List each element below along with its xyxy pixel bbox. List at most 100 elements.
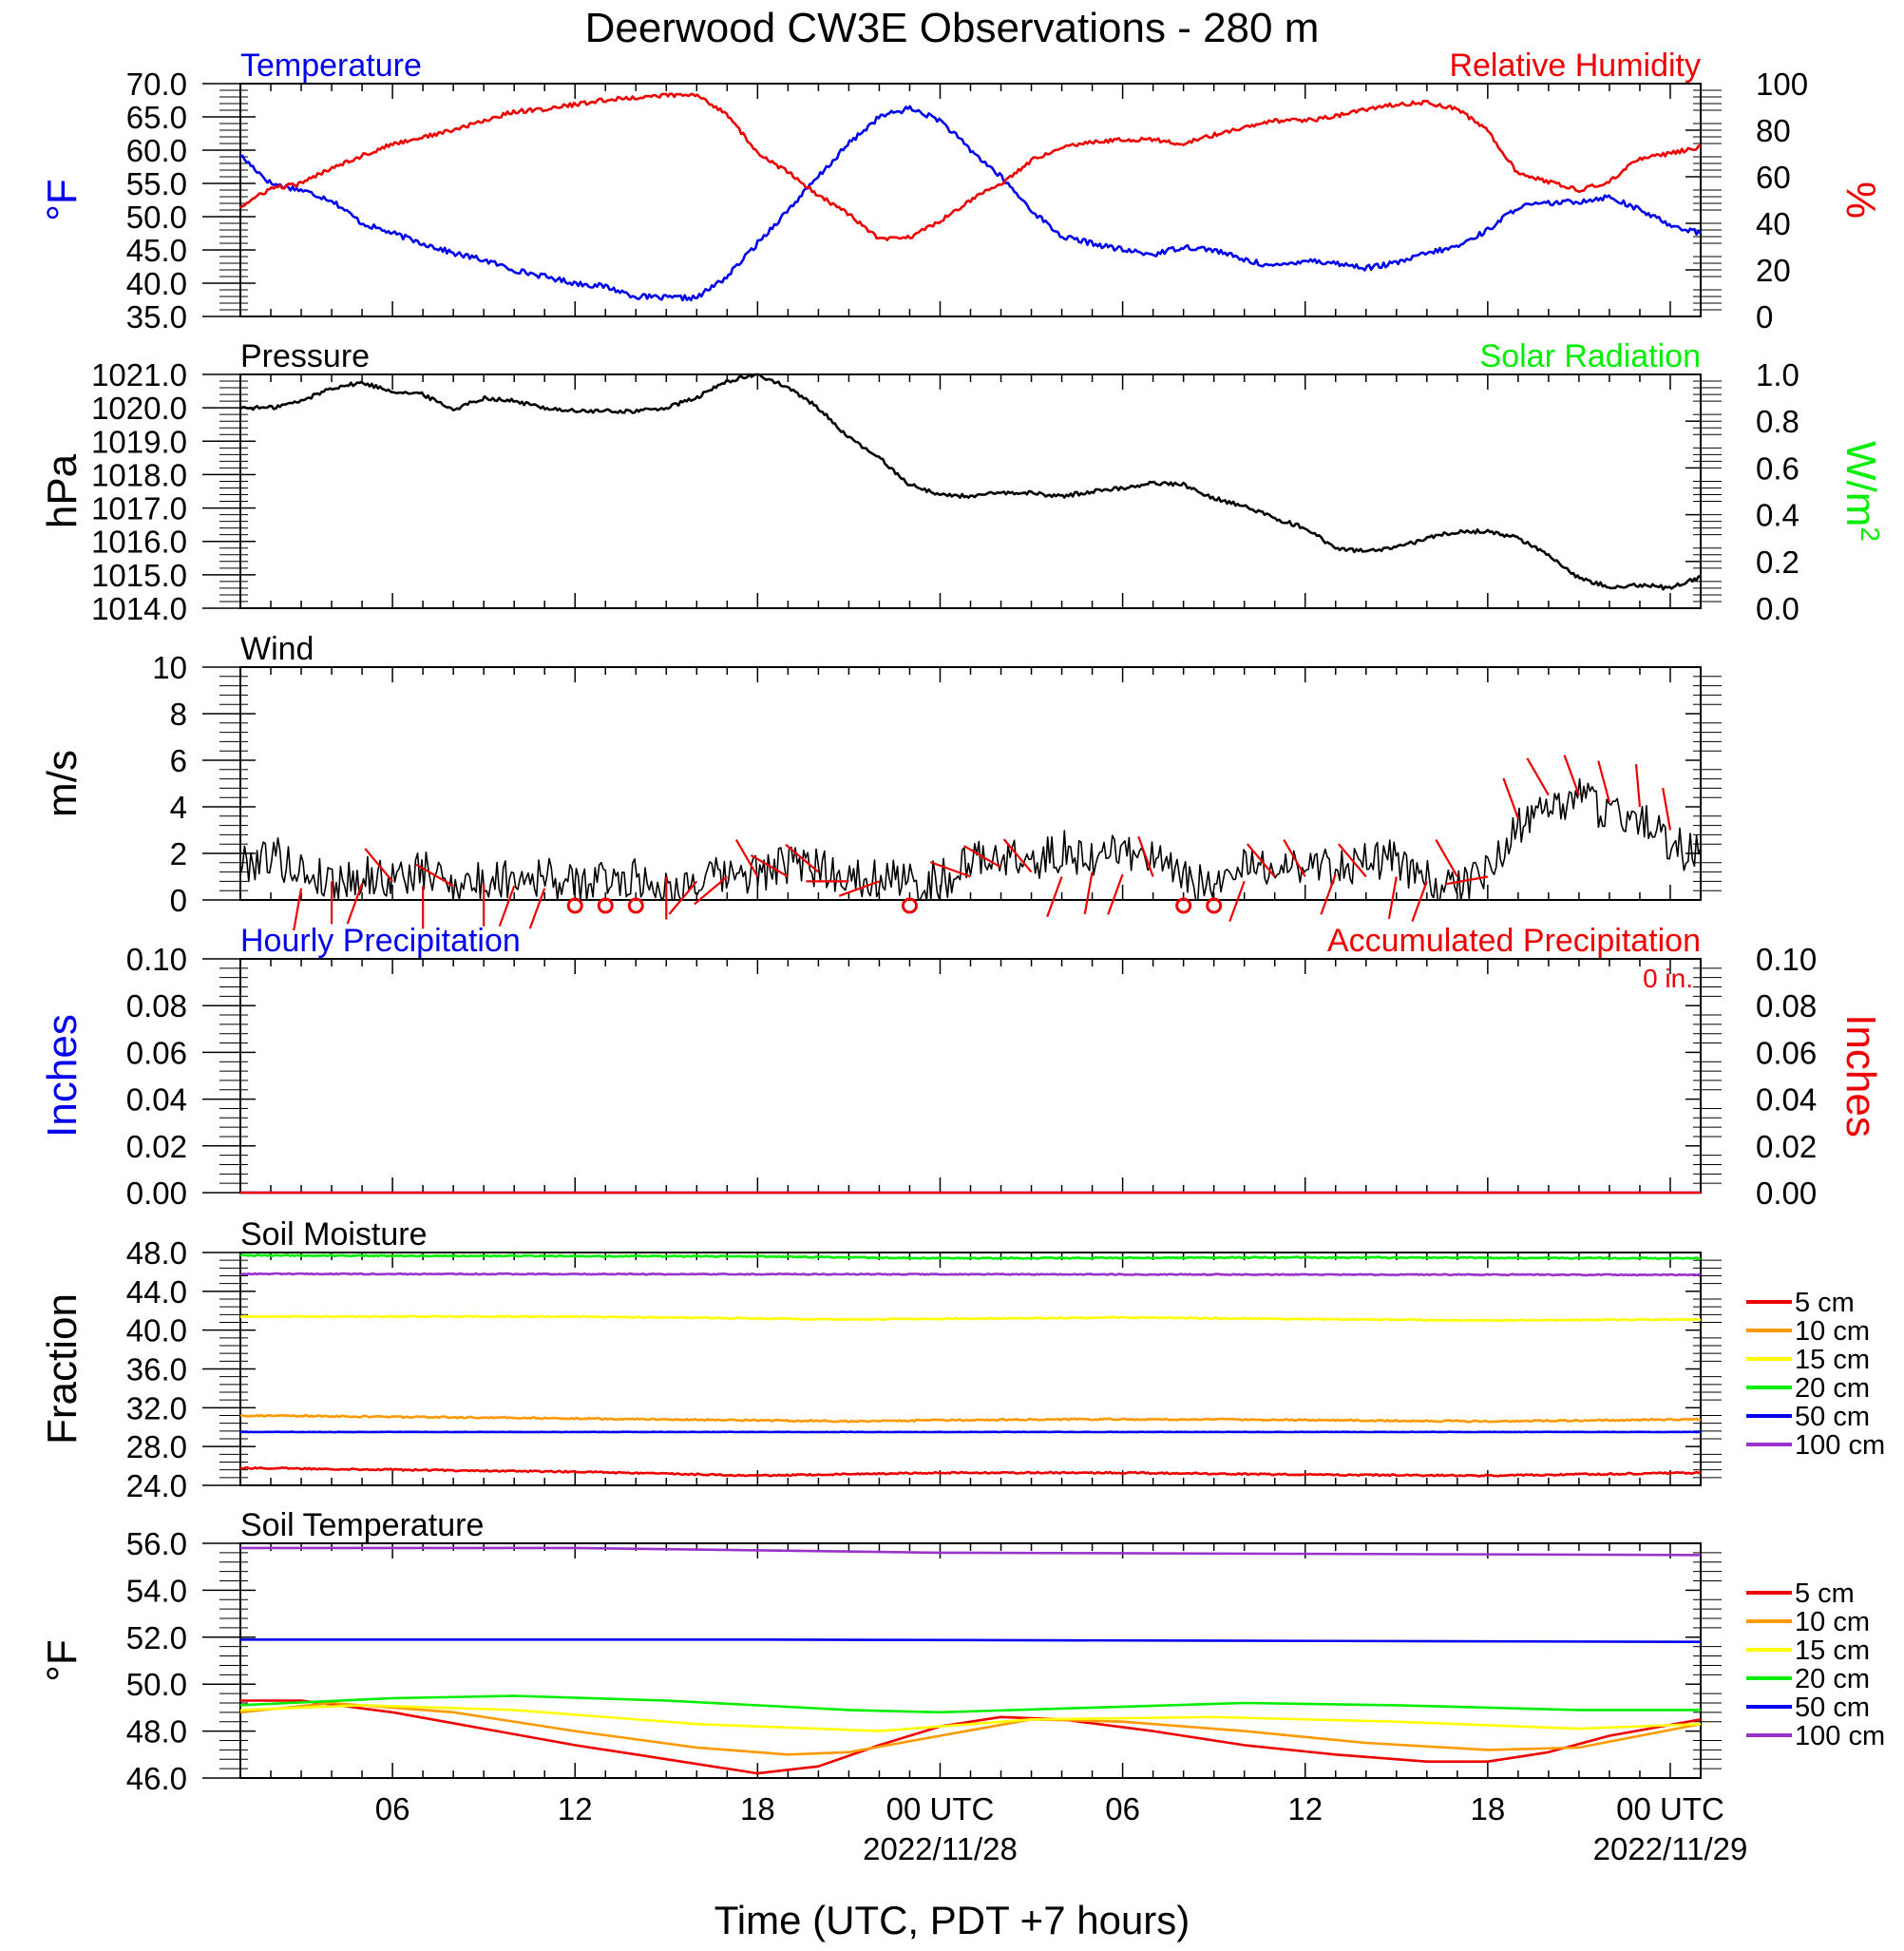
y-left-tick-label: 10 (152, 650, 187, 685)
y-left-tick-label: 0.06 (126, 1035, 187, 1070)
wind-barb (1228, 881, 1246, 923)
legend-label: 100 cm (1795, 1430, 1885, 1461)
legend-label: 5 cm (1795, 1578, 1855, 1609)
legend-label: 5 cm (1795, 1288, 1855, 1318)
y-left-tick-label: 40.0 (126, 266, 187, 301)
y-left-tick-label: 8 (170, 697, 187, 732)
panel-title-right: Relative Humidity (1449, 48, 1701, 84)
wind-barb (346, 883, 364, 925)
panel-wind: 0 2 4 6 8 10 Wind m/s (39, 631, 1722, 931)
y-left-tick-label: 1020.0 (91, 391, 187, 426)
wind-barb (1662, 787, 1672, 831)
wind-barb (1107, 873, 1124, 915)
y-right-tick-label: 80 (1756, 113, 1791, 148)
wind-barb (734, 838, 759, 878)
y-left-axis-title: hPa (39, 453, 86, 528)
y-left-axis-title: °F (39, 1639, 86, 1681)
panel-note-right: 0 in. (1643, 964, 1693, 993)
panel-title-right: Accumulated Precipitation (1327, 923, 1701, 959)
y-right-tick-label: 0.08 (1756, 988, 1817, 1023)
x-tick-label: 12 (1287, 1791, 1323, 1827)
wind-barb (1046, 876, 1063, 918)
wind-barb (694, 875, 729, 906)
wind-barb (1246, 843, 1276, 878)
y-left-tick-label: 48.0 (126, 1714, 187, 1750)
panel-title-left: Soil Temperature (240, 1507, 484, 1543)
series-line-100-cm (240, 1546, 1702, 1557)
panel-precip: 0.00 0.02 0.04 0.06 0.08 0.10 0.00 0.02 0.04 0.06… (39, 923, 1884, 1211)
y-right-tick-label: 0.4 (1756, 498, 1799, 533)
y-left-tick-label: 24.0 (126, 1468, 187, 1503)
wind-barb (1526, 757, 1550, 796)
wind-barb (1320, 873, 1337, 915)
y-left-axis-title: m/s (39, 750, 86, 817)
series-line-5-cm (239, 1465, 1702, 1478)
legend-label: 15 cm (1795, 1345, 1870, 1375)
wind-barb (1563, 755, 1580, 796)
y-left-tick-label: 2 (170, 836, 187, 871)
wind-calm-marker (1206, 897, 1223, 914)
y-right-tick-label: 0.0 (1756, 591, 1799, 626)
y-left-axis-title: °F (39, 179, 86, 220)
panel-title-right: Solar Radiation (1480, 338, 1701, 374)
legend-label: 50 cm (1795, 1693, 1870, 1723)
x-tick-label: 18 (1470, 1791, 1505, 1827)
legend-label: 15 cm (1795, 1635, 1870, 1666)
y-right-tick-label: 60 (1756, 160, 1791, 195)
wind-calm-marker (1175, 897, 1192, 914)
series-line-relative-humidity (239, 92, 1702, 241)
wind-barb (415, 863, 454, 888)
y-left-tick-label: 32.0 (126, 1390, 187, 1425)
y-right-tick-label: 40 (1756, 206, 1791, 241)
y-left-tick-label: 44.0 (126, 1274, 187, 1310)
y-left-tick-label: 1021.0 (91, 357, 187, 392)
series-line-15-cm (240, 1314, 1702, 1323)
y-left-tick-label: 1016.0 (91, 525, 187, 560)
y-left-tick-label: 0 (170, 883, 187, 918)
y-right-tick-label: 0.2 (1756, 545, 1799, 580)
y-left-tick-label: 1015.0 (91, 558, 187, 593)
y-right-tick-label: 0.10 (1756, 942, 1817, 977)
x-tick-label: 06 (375, 1791, 410, 1827)
wind-barb (498, 885, 516, 927)
wind-barb (293, 888, 303, 931)
y-right-tick-label: 0.02 (1756, 1129, 1817, 1164)
y-left-tick-label: 56.0 (126, 1526, 187, 1561)
panel-title-left: Pressure (240, 338, 370, 374)
y-right-tick-label: 0.6 (1756, 450, 1799, 486)
wind-barb (785, 843, 820, 873)
wind-barb (838, 880, 880, 897)
series-line-5-cm (240, 1699, 1702, 1775)
y-left-tick-label: 0.02 (126, 1129, 187, 1164)
y-right-axis-title-text: W/m (1837, 441, 1884, 526)
panels-group: 35.040.045.050.055.060.065.070.002040608… (39, 48, 1886, 1866)
panel-title-left: Soil Moisture (240, 1216, 428, 1253)
y-right-axis-title-text: % (1837, 182, 1884, 219)
y-right-axis-title-text: Inches (1837, 1014, 1884, 1138)
wind-calm-marker (627, 897, 644, 914)
legend-label: 20 cm (1795, 1664, 1870, 1694)
y-left-tick-label: 50.0 (126, 200, 187, 235)
y-left-tick-label: 1014.0 (91, 591, 187, 626)
y-right-tick-label: 0 (1756, 299, 1773, 335)
wind-barb (1597, 760, 1611, 803)
y-left-tick-label: 50.0 (126, 1667, 187, 1702)
wind-barb (1411, 881, 1428, 923)
wind-calm-marker (566, 897, 583, 914)
wind-barb (668, 880, 698, 915)
y-left-tick-label: 6 (170, 743, 187, 778)
wind-barb (1445, 875, 1489, 886)
wind-barb (528, 888, 546, 929)
panel-soil-temperature: 46.0 48.0 50.0 52.0 54.0 56.0 Soil Temperature… (39, 1507, 1885, 1796)
y-right-tick-label: 0.00 (1756, 1176, 1817, 1211)
y-left-axis-title: Fraction (39, 1293, 86, 1444)
x-tick-label: 06 (1105, 1791, 1140, 1827)
y-right-axis-title: W/m2 (1837, 441, 1886, 542)
series-line-100-cm (240, 1272, 1701, 1277)
series-line-temperature (239, 105, 1702, 302)
y-left-tick-label: 45.0 (126, 233, 187, 268)
y-left-tick-label: 1018.0 (91, 457, 187, 492)
y-left-tick-label: 65.0 (126, 100, 187, 135)
y-right-tick-label: 20 (1756, 253, 1791, 288)
wind-barb (364, 848, 393, 883)
